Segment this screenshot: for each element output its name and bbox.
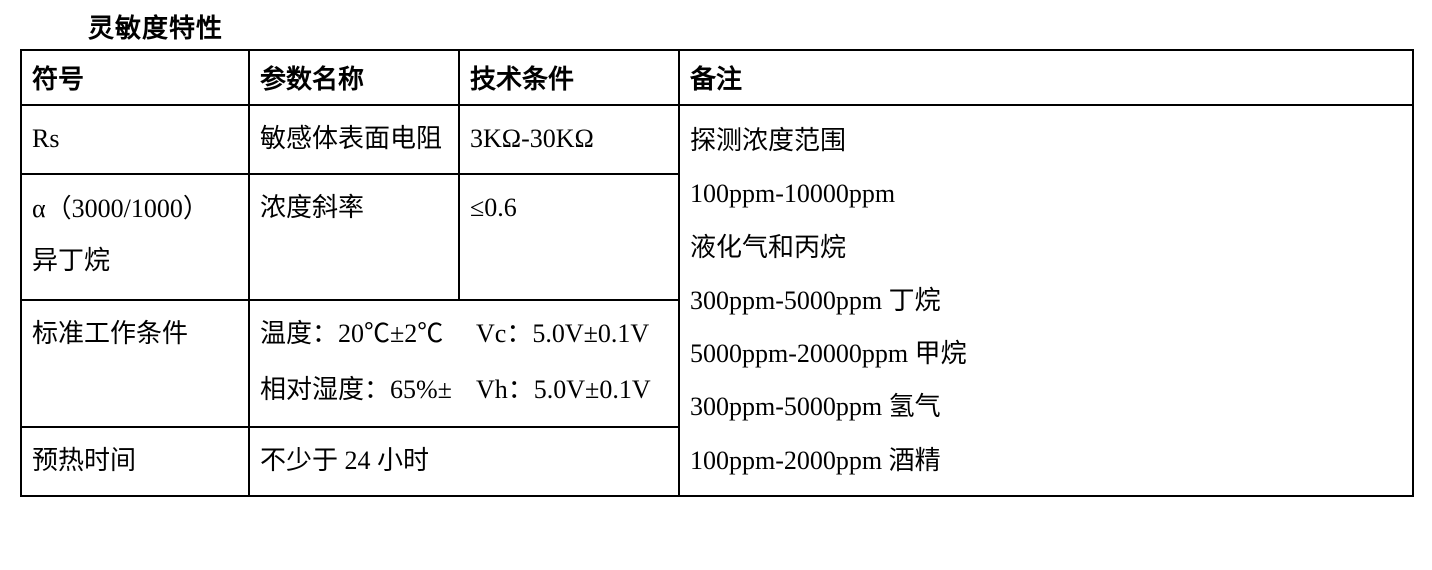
remarks-line: 5000ppm-20000ppm 甲烷 (690, 327, 1402, 380)
cond-temp: 温度：20℃±2℃ (260, 309, 452, 358)
header-param-name: 参数名称 (249, 50, 459, 105)
cell-symbol-alpha: α（3000/1000） 异丁烷 (21, 174, 249, 300)
remarks-line: 300ppm-5000ppm 丁烷 (690, 274, 1402, 327)
remarks-line: 100ppm-2000ppm 酒精 (690, 434, 1402, 487)
table-title: 灵敏度特性 (20, 8, 1412, 45)
cell-param-rs: 敏感体表面电阻 (249, 105, 459, 174)
sensitivity-table: 符号 参数名称 技术条件 备注 Rs 敏感体表面电阻 3KΩ-30KΩ 探测浓度… (20, 49, 1414, 497)
cond-vc: Vc：5.0V±0.1V (452, 309, 668, 358)
remarks-line: 100ppm-10000ppm (690, 167, 1402, 220)
table-row: Rs 敏感体表面电阻 3KΩ-30KΩ 探测浓度范围 100ppm-10000p… (21, 105, 1413, 174)
cell-symbol-preheat: 预热时间 (21, 427, 249, 496)
remarks-line: 探测浓度范围 (690, 114, 1402, 167)
cell-tech-rs: 3KΩ-30KΩ (459, 105, 679, 174)
header-symbol: 符号 (21, 50, 249, 105)
remarks-line: 液化气和丙烷 (690, 221, 1402, 274)
cell-tech-alpha: ≤0.6 (459, 174, 679, 300)
table-header-row: 符号 参数名称 技术条件 备注 (21, 50, 1413, 105)
cell-remarks: 探测浓度范围 100ppm-10000ppm 液化气和丙烷 300ppm-500… (679, 105, 1413, 496)
symbol-alpha-line2: 异丁烷 (32, 235, 238, 287)
cell-preheat-value: 不少于 24 小时 (249, 427, 679, 496)
cell-symbol-standard: 标准工作条件 (21, 300, 249, 427)
header-tech-cond: 技术条件 (459, 50, 679, 105)
remarks-line: 300ppm-5000ppm 氢气 (690, 380, 1402, 433)
symbol-alpha-line1: α（3000/1000） (32, 183, 238, 235)
cond-vh: Vh：5.0V±0.1V (452, 365, 668, 414)
cell-standard-conditions: 温度：20℃±2℃ Vc：5.0V±0.1V 相对湿度：65%± Vh：5.0V… (249, 300, 679, 427)
header-remarks: 备注 (679, 50, 1413, 105)
cell-symbol-rs: Rs (21, 105, 249, 174)
cond-humidity: 相对湿度：65%± (260, 365, 452, 414)
cell-param-alpha: 浓度斜率 (249, 174, 459, 300)
